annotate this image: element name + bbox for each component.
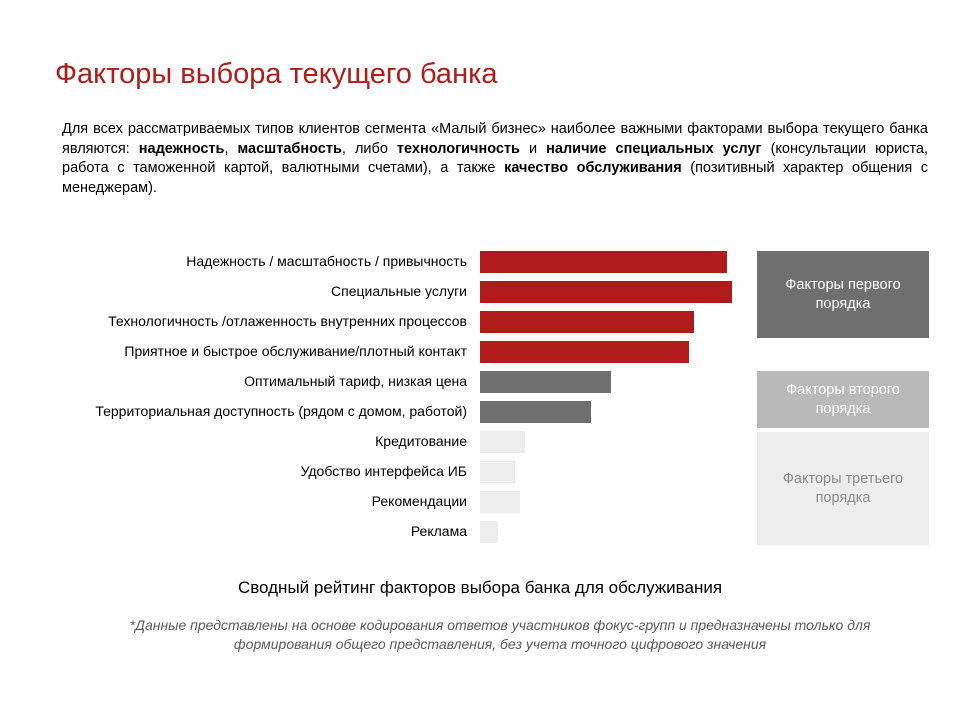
intro-bold-run: масштабность bbox=[238, 141, 342, 157]
bar-track bbox=[480, 401, 591, 423]
intro-bold-run: надежность bbox=[139, 141, 225, 157]
bar-label: Надежность / масштабность / привычность bbox=[0, 253, 475, 269]
bar-label: Кредитование bbox=[0, 433, 475, 449]
footnote: *Данные представлены на основе кодирован… bbox=[90, 616, 910, 654]
bar-track bbox=[480, 281, 732, 303]
bar bbox=[480, 461, 515, 483]
bar-label: Территориальная доступность (рядом с дом… bbox=[0, 403, 475, 419]
bar-label: Удобство интерфейса ИБ bbox=[0, 463, 475, 479]
bar bbox=[480, 371, 611, 393]
bar-track bbox=[480, 311, 694, 333]
bar bbox=[480, 521, 498, 543]
intro-text-run: , bbox=[224, 141, 237, 157]
chart-caption: Сводный рейтинг факторов выбора банка дл… bbox=[0, 578, 960, 598]
bar-track bbox=[480, 341, 689, 363]
intro-text-run: и bbox=[520, 141, 546, 157]
bar bbox=[480, 311, 694, 333]
bar-track bbox=[480, 371, 611, 393]
bar-track bbox=[480, 251, 727, 273]
legend-box: Факторы первого порядка bbox=[757, 251, 929, 338]
bar bbox=[480, 341, 689, 363]
bar bbox=[480, 431, 525, 453]
bar bbox=[480, 251, 727, 273]
intro-bold-run: технологичность bbox=[397, 141, 520, 157]
intro-paragraph: Для всех рассматриваемых типов клиентов … bbox=[62, 120, 928, 198]
page-title: Факторы выбора текущего банка bbox=[55, 58, 498, 91]
bar-label: Реклама bbox=[0, 523, 475, 539]
intro-bold-run: наличие специальных услуг bbox=[546, 141, 761, 157]
bar-label: Оптимальный тариф, низкая цена bbox=[0, 373, 475, 389]
bar-track bbox=[480, 431, 525, 453]
legend-box: Факторы третьего порядка bbox=[757, 432, 929, 545]
chart-row: Приятное и быстрое обслуживание/плотный … bbox=[0, 338, 960, 368]
bar-track bbox=[480, 521, 498, 543]
intro-bold-run: качество обслуживания bbox=[504, 160, 682, 176]
slide: Факторы выбора текущего банка Для всех р… bbox=[0, 0, 960, 720]
legend-box: Факторы второго порядка bbox=[757, 371, 929, 428]
bar bbox=[480, 401, 591, 423]
bar-label: Рекомендации bbox=[0, 493, 475, 509]
bar bbox=[480, 491, 520, 513]
bar-label: Специальные услуги bbox=[0, 283, 475, 299]
bar-label: Технологичность /отлаженность внутренних… bbox=[0, 313, 475, 329]
bar-track bbox=[480, 461, 515, 483]
bar bbox=[480, 281, 732, 303]
bar-track bbox=[480, 491, 520, 513]
bar-label: Приятное и быстрое обслуживание/плотный … bbox=[0, 343, 475, 359]
intro-text-run: , либо bbox=[342, 141, 397, 157]
